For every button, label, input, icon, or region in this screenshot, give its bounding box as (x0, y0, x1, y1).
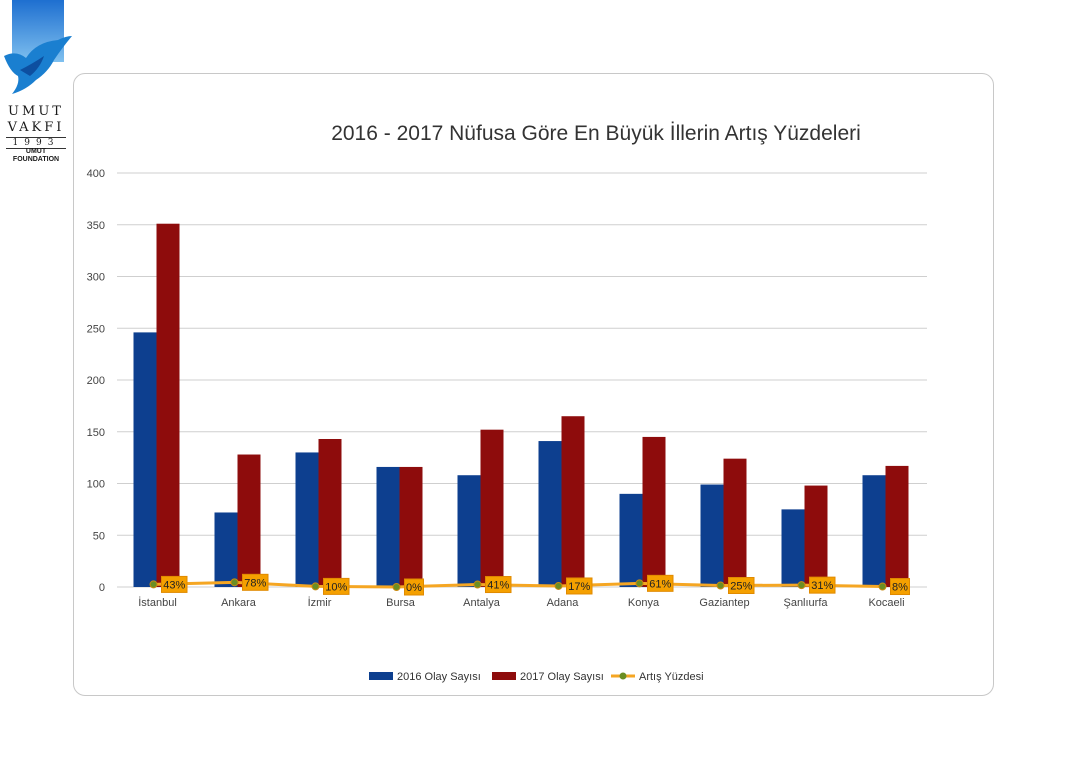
y-tick-label: 400 (87, 168, 105, 180)
data-label-2: 10% (325, 581, 347, 593)
data-label-bg-1 (242, 573, 269, 591)
data-label-bg-3 (404, 578, 424, 596)
line-point-9 (878, 582, 887, 591)
y-tick-label: 300 (87, 272, 105, 284)
bar-2016-2 (295, 452, 319, 587)
line-point-3 (392, 583, 401, 591)
data-label-7: 25% (730, 581, 752, 593)
bar-2017-3 (399, 466, 423, 587)
legend-label-1: 2017 Olay Sayısı (520, 671, 604, 683)
bar-2017-4 (480, 429, 504, 587)
series-line-artis-yuzdesi (153, 580, 883, 589)
logo-year: 1993 (6, 137, 66, 149)
x-tick-label: Kocaeli (868, 597, 904, 609)
bar-2016-5 (538, 441, 562, 587)
bar-2017-7 (723, 458, 747, 587)
y-tick-label: 250 (87, 323, 105, 335)
bar-2017-9 (885, 465, 909, 587)
bar-2017-6 (642, 436, 666, 587)
data-label-0: 43% (163, 579, 185, 591)
logo-line-vakfi: VAKFI (7, 120, 65, 135)
logo-line-foundation: FOUNDATION (12, 156, 60, 163)
bar-2016-8 (781, 509, 805, 587)
data-label-9: 8% (892, 582, 908, 594)
line-point-7 (716, 581, 725, 590)
y-tick-label: 50 (93, 530, 105, 542)
data-label-bg-5 (566, 577, 593, 595)
y-tick-label: 200 (87, 375, 105, 387)
bar-2017-0 (156, 223, 180, 587)
y-tick-label: 0 (99, 582, 105, 594)
bar-2016-1 (214, 512, 238, 587)
bar-2016-9 (862, 475, 886, 587)
line-point-8 (797, 581, 806, 590)
line-point-2 (311, 582, 320, 591)
bar-2017-5 (561, 416, 585, 587)
data-label-3: 0% (406, 582, 422, 594)
bar-2016-6 (619, 493, 643, 587)
data-label-bg-0 (161, 575, 188, 593)
y-tick-label: 350 (87, 220, 105, 232)
bar-2017-2 (318, 438, 342, 587)
legend-marker-2 (619, 672, 627, 680)
x-tick-label: Şanlıurfa (783, 597, 828, 609)
logo-line-umut: UMUT (8, 104, 64, 119)
legend-swatch-1 (492, 672, 516, 680)
y-tick-label: 150 (87, 427, 105, 439)
data-label-4: 41% (487, 580, 509, 592)
data-label-1: 78% (244, 577, 266, 589)
x-tick-label: Adana (547, 597, 580, 609)
data-label-bg-8 (809, 576, 836, 594)
x-tick-label: İstanbul (138, 596, 177, 609)
x-tick-label: Antalya (463, 597, 501, 609)
x-tick-label: İzmir (308, 596, 332, 609)
data-label-bg-6 (647, 574, 674, 592)
logo-line-umut-small: UMUT (25, 148, 47, 155)
x-tick-label: Ankara (221, 597, 257, 609)
data-label-bg-7 (728, 577, 755, 594)
data-label-5: 17% (568, 581, 590, 593)
line-point-0 (149, 580, 158, 589)
bar-2016-0 (133, 332, 157, 587)
chart-frame (73, 73, 994, 696)
bird-logo-icon (4, 0, 72, 94)
bar-2016-4 (457, 475, 481, 587)
legend-label-0: 2016 Olay Sayısı (397, 671, 481, 683)
data-label-bg-9 (890, 578, 910, 596)
bar-2016-7 (700, 484, 724, 587)
data-label-6: 61% (649, 578, 671, 590)
legend-swatch-0 (369, 672, 393, 680)
y-tick-label: 100 (87, 479, 105, 491)
line-point-5 (554, 581, 563, 590)
line-point-1 (230, 578, 239, 587)
x-tick-label: Bursa (386, 597, 416, 609)
x-tick-label: Konya (628, 597, 660, 609)
bar-2017-8 (804, 485, 828, 587)
bar-2017-1 (237, 454, 261, 587)
data-label-bg-4 (485, 576, 512, 594)
legend-label-2: Artış Yüzdesi (639, 671, 704, 683)
bar-2016-3 (376, 466, 400, 587)
data-label-bg-2 (323, 577, 350, 595)
umut-foundation-logo: UMUT VAKFI 1993 UMUT FOUNDATION (0, 0, 72, 170)
chart-title: 2016 - 2017 Nüfusa Göre En Büyük İllerin… (331, 122, 861, 145)
x-tick-label: Gaziantep (699, 597, 749, 609)
line-point-4 (473, 580, 482, 589)
data-label-8: 31% (811, 580, 833, 592)
line-point-6 (635, 579, 644, 588)
